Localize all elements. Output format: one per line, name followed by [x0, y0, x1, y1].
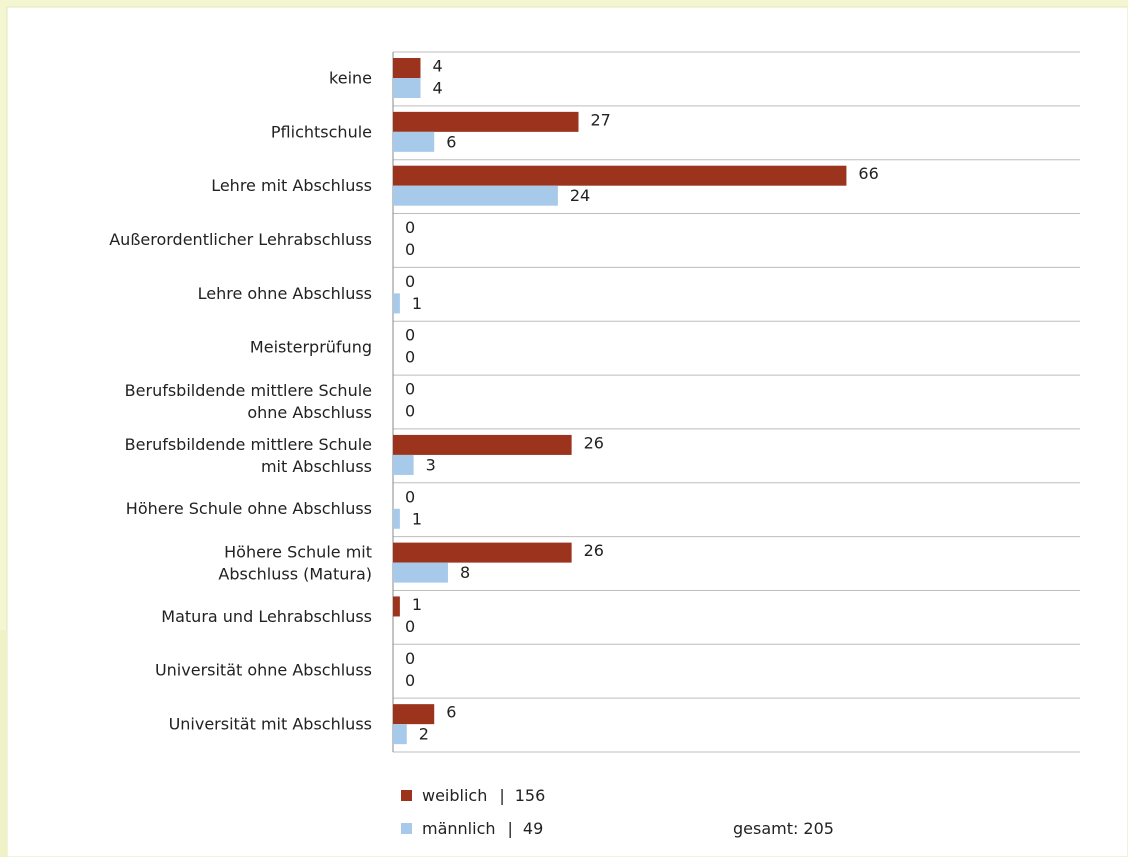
bar [393, 562, 448, 583]
legend-separator: | [508, 819, 513, 838]
grand-total-label: gesamt: [733, 819, 798, 838]
category-label: Universität ohne Abschluss [155, 661, 372, 680]
legend-entry: weiblich | 156 [422, 786, 545, 805]
bar [393, 58, 421, 78]
bar [393, 185, 558, 206]
category-label: Berufsbildende mittlere Schule ohne Absch… [125, 381, 372, 422]
category-label: Außerordentlicher Lehrabschluss [109, 230, 372, 249]
value-label: 0 [405, 348, 415, 367]
value-label: 0 [405, 218, 415, 237]
bar [393, 78, 421, 98]
legend-name: weiblich [422, 786, 487, 805]
bar [393, 596, 400, 617]
grand-total-value: 205 [803, 819, 834, 838]
category-label: Pflichtschule [271, 122, 372, 141]
category-label: Berufsbildende mittlere Schule mit Abschl… [125, 434, 372, 475]
legend-total: 156 [515, 786, 546, 805]
bar [393, 293, 400, 314]
side-strip [0, 630, 7, 857]
panel [6, 6, 1128, 857]
category-label: Meisterprüfung [250, 338, 372, 357]
value-label: 4 [432, 79, 442, 98]
value-label: 1 [412, 294, 422, 313]
legend-swatch [401, 823, 412, 834]
value-label: 66 [858, 164, 878, 183]
category-label: Höhere Schule mit Abschluss (Matura) [218, 542, 372, 583]
value-label: 6 [446, 703, 456, 722]
value-label: 0 [405, 649, 415, 668]
bar [393, 131, 435, 152]
value-label: 4 [432, 57, 442, 76]
bar [393, 704, 435, 725]
value-label: 26 [584, 433, 604, 452]
legend-separator: | [499, 786, 504, 805]
category-label: Lehre mit Abschluss [211, 176, 372, 195]
value-label: 0 [405, 240, 415, 259]
category-label: keine [329, 68, 372, 87]
value-label: 0 [405, 402, 415, 421]
legend-name: männlich [422, 819, 496, 838]
value-label: 6 [446, 132, 456, 151]
value-label: 0 [405, 617, 415, 636]
legend-entry: männlich | 49 [422, 819, 543, 838]
bar [393, 724, 407, 745]
legend-swatch [401, 790, 412, 801]
value-label: 0 [405, 487, 415, 506]
value-label: 24 [570, 186, 590, 205]
category-label: Höhere Schule ohne Abschluss [126, 499, 372, 518]
value-label: 27 [590, 110, 610, 129]
value-label: 26 [584, 541, 604, 560]
category-label: Universität mit Abschluss [169, 715, 372, 734]
value-label: 3 [426, 455, 436, 474]
legend-total: 49 [523, 819, 543, 838]
bar [393, 454, 414, 475]
value-label: 1 [412, 595, 422, 614]
bar [393, 542, 572, 563]
value-label: 0 [405, 671, 415, 690]
category-label: Lehre ohne Abschluss [198, 284, 372, 303]
bar [393, 165, 847, 186]
value-label: 1 [412, 509, 422, 528]
bar [393, 111, 579, 132]
value-label: 0 [405, 272, 415, 291]
value-label: 2 [419, 725, 429, 744]
grand-total: gesamt: 205 [733, 819, 834, 838]
category-label: Matura und Lehrabschluss [161, 607, 372, 626]
bar [393, 508, 400, 529]
bar [393, 434, 572, 455]
value-label: 0 [405, 380, 415, 399]
value-label: 0 [405, 326, 415, 345]
value-label: 8 [460, 563, 470, 582]
